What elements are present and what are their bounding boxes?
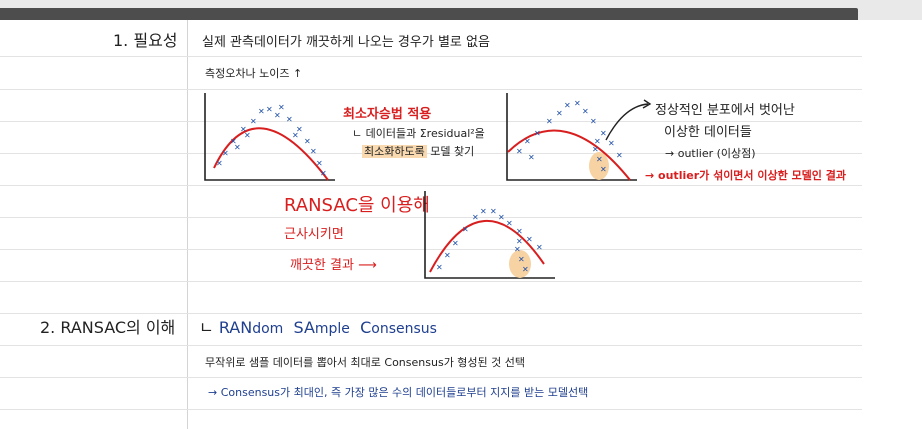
section2-heading: 2. RANSAC의 이해	[40, 318, 176, 337]
svg-text:✕: ✕	[564, 101, 571, 110]
svg-text:✕: ✕	[518, 255, 525, 264]
outlier-desc-a: 정상적인 분포에서 벗어난	[655, 103, 795, 118]
svg-text:✕: ✕	[444, 251, 451, 260]
plot-with-outliers: ✕✕✕ ✕✕✕ ✕✕✕ ✕✕✕ ✕✕✕ ✕✕	[506, 93, 652, 181]
expansion-prefix: ㄴ	[199, 318, 214, 337]
svg-text:✕: ✕	[600, 165, 607, 174]
svg-text:✕: ✕	[536, 243, 543, 252]
ruled-line	[0, 89, 862, 90]
svg-text:✕: ✕	[278, 103, 285, 112]
svg-text:✕: ✕	[452, 239, 459, 248]
ransac-line-2: 무작위로 샘플 데이터를 뽑아서 최대로 Consensus가 형성된 것 선택	[205, 356, 526, 369]
svg-text:✕: ✕	[522, 265, 529, 274]
svg-text:✕: ✕	[574, 99, 581, 108]
svg-text:✕: ✕	[596, 155, 603, 164]
ransac-line-3: → Consensus가 최대인, 즉 가장 많은 수의 데이터들로부터 지지를…	[208, 386, 589, 399]
lsm-note-a: ㄴ 데이터들과 Σresidual²을	[352, 127, 485, 140]
ruled-line	[0, 217, 862, 218]
svg-text:✕: ✕	[528, 153, 535, 162]
lsm-title: 최소자승법 적용	[343, 107, 432, 122]
svg-text:✕: ✕	[546, 117, 553, 126]
ruled-line	[0, 313, 862, 314]
acr-consensus-cap: C	[360, 318, 372, 337]
acr-random-rest: dom	[252, 321, 284, 337]
ruled-line	[0, 56, 862, 57]
ruled-line	[0, 153, 862, 154]
acr-random-cap: RAN	[218, 318, 253, 337]
ruled-line	[0, 121, 862, 122]
window-top-bar	[0, 0, 922, 20]
lsm-note-c: 모델 찾기	[430, 145, 475, 158]
svg-text:✕: ✕	[222, 149, 229, 158]
svg-text:✕: ✕	[240, 125, 247, 134]
acr-consensus-rest: onsensus	[371, 321, 437, 337]
svg-text:✕: ✕	[304, 137, 311, 146]
svg-text:✕: ✕	[516, 237, 523, 246]
svg-text:✕: ✕	[286, 115, 293, 124]
svg-text:✕: ✕	[234, 143, 241, 152]
lsm-note-line2: 최소화하도록 모델 찾기	[362, 145, 475, 158]
svg-text:✕: ✕	[514, 245, 521, 254]
svg-text:✕: ✕	[498, 213, 505, 222]
ruled-line	[0, 185, 862, 186]
svg-text:✕: ✕	[310, 147, 317, 156]
ruled-line	[0, 345, 862, 346]
svg-text:✕: ✕	[556, 109, 563, 118]
plot-ransac: ✕✕✕ ✕✕✕ ✕✕✕ ✕✕✕ ✕✕✕ ✕	[424, 191, 555, 279]
svg-text:✕: ✕	[472, 213, 479, 222]
svg-text:✕: ✕	[292, 131, 299, 140]
svg-text:✕: ✕	[490, 207, 497, 216]
outlier-result: → outlier가 섞이면서 이상한 모델인 결과	[645, 169, 846, 182]
svg-text:✕: ✕	[590, 117, 597, 126]
svg-text:✕: ✕	[296, 125, 303, 134]
margin-line	[187, 20, 188, 429]
svg-text:✕: ✕	[316, 159, 323, 168]
svg-text:✕: ✕	[516, 227, 523, 236]
svg-text:✕: ✕	[436, 263, 443, 272]
svg-text:✕: ✕	[534, 129, 541, 138]
need-line-2: 측정오차나 노이즈 ↑	[205, 67, 303, 80]
note-page	[0, 20, 862, 429]
ruled-line	[0, 409, 862, 410]
lsm-highlight: 최소화하도록	[362, 145, 427, 158]
svg-text:✕: ✕	[216, 159, 223, 168]
ruled-line	[0, 249, 862, 250]
svg-text:✕: ✕	[320, 169, 327, 178]
svg-text:✕: ✕	[616, 151, 623, 160]
ransac-expansion: ㄴ RANdom SAmple Consensus	[199, 318, 437, 337]
svg-text:✕: ✕	[594, 137, 601, 146]
plot-least-squares: ✕✕✕ ✕✕✕ ✕✕✕ ✕✕✕ ✕✕✕ ✕✕ ✕	[204, 93, 335, 181]
svg-text:✕: ✕	[250, 117, 257, 126]
svg-text:✕: ✕	[506, 219, 513, 228]
ruled-line	[0, 377, 862, 378]
acr-sample-rest: mple	[314, 321, 350, 337]
need-line-1: 실제 관측데이터가 깨끗하게 나오는 경우가 별로 없음	[202, 35, 490, 50]
svg-text:✕: ✕	[592, 145, 599, 154]
svg-text:✕: ✕	[258, 107, 265, 116]
ransac-line-b: 근사시키면	[284, 227, 344, 242]
svg-text:✕: ✕	[600, 129, 607, 138]
svg-text:✕: ✕	[480, 207, 487, 216]
svg-text:✕: ✕	[526, 235, 533, 244]
svg-text:✕: ✕	[274, 111, 281, 120]
svg-text:✕: ✕	[582, 107, 589, 116]
svg-text:✕: ✕	[516, 147, 523, 156]
ransac-line-c: 깨끗한 결과 ⟶	[290, 258, 377, 273]
ruled-line	[0, 281, 862, 282]
svg-text:✕: ✕	[244, 131, 251, 140]
svg-text:✕: ✕	[524, 137, 531, 146]
outlier-desc-b: 이상한 데이터들	[664, 125, 752, 140]
svg-text:✕: ✕	[462, 225, 469, 234]
svg-text:✕: ✕	[266, 105, 273, 114]
svg-text:✕: ✕	[230, 137, 237, 146]
title-strip	[0, 8, 858, 20]
svg-text:✕: ✕	[608, 139, 615, 148]
outlier-desc-c: → outlier (이상점)	[665, 147, 756, 160]
acr-sample-cap: SA	[293, 318, 315, 337]
section1-heading: 1. 필요성	[113, 31, 178, 50]
ransac-line-a: RANSAC을 이용해	[284, 195, 430, 216]
